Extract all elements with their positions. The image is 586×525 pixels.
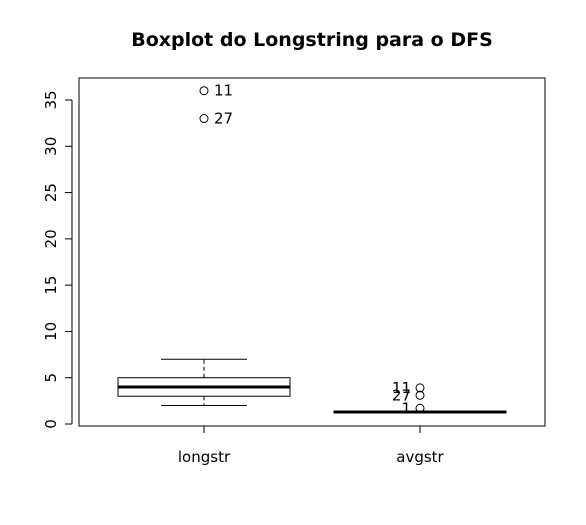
outlier-point [415,403,425,413]
outlier-label: 1 [401,399,411,417]
y-tick-label: 20 [42,229,60,248]
outlier-point [199,114,209,124]
outlier-point [199,86,209,96]
y-tick-label: 15 [42,276,60,295]
outlier-label: 11 [392,379,411,397]
chart-title: Boxplot do Longstring para o DFS [131,29,493,51]
x-tick-label: avgstr [396,448,444,466]
outlier-label: 11 [214,82,233,100]
x-axis: longstr avgstr [178,426,445,466]
outlier-label: 27 [392,386,411,404]
y-tick-label: 35 [42,90,60,109]
outlier-point [415,390,425,400]
outlier-point [415,383,425,393]
y-tick-label: 25 [42,183,60,202]
outlier-label: 27 [214,110,233,128]
plot-frame [78,77,546,427]
y-tick-label: 30 [42,137,60,156]
y-axis: 0 5 10 15 20 25 30 35 [42,90,73,429]
y-tick-label: 5 [42,373,60,383]
y-tick-label: 0 [42,419,60,429]
x-tick-label: longstr [178,448,231,466]
y-tick-label: 10 [42,322,60,341]
box-longstr: 11 27 [117,82,291,406]
